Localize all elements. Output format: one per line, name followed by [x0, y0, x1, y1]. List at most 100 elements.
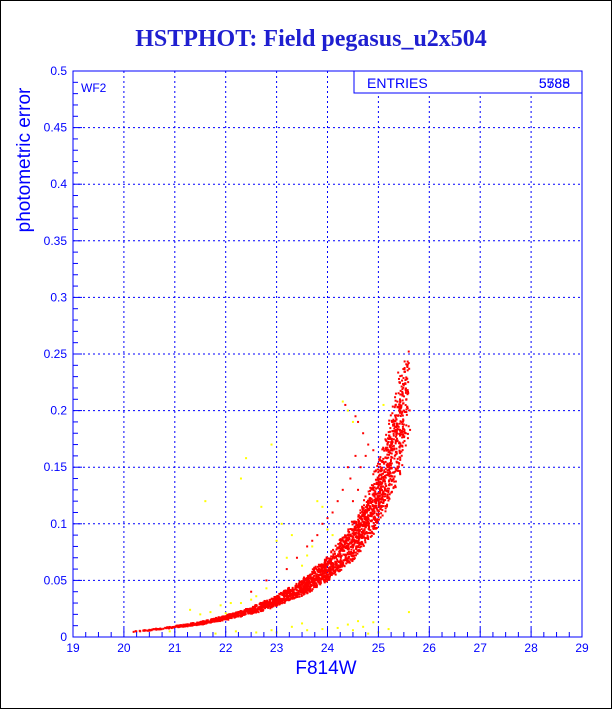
data-point-main [300, 582, 303, 585]
data-point-main [301, 583, 304, 586]
data-point-main [221, 617, 224, 620]
data-point-main [333, 552, 336, 555]
data-point-main [389, 444, 392, 447]
data-point-main [151, 628, 154, 631]
stats-box-value-2: 5788 [539, 75, 570, 91]
data-point-main [348, 530, 351, 533]
data-point-main [291, 586, 294, 589]
data-point-main [346, 534, 349, 537]
data-point-main [402, 423, 405, 426]
data-point-main [380, 489, 383, 492]
tick-label-y: 0.05 [44, 573, 68, 587]
data-point-main [376, 486, 379, 489]
data-point-main [316, 568, 319, 571]
data-point-main [304, 579, 307, 582]
data-point-main [323, 581, 326, 584]
data-point-main [356, 549, 359, 552]
data-point-main [374, 493, 377, 496]
data-point-main [378, 505, 381, 508]
data-point-main [274, 604, 277, 607]
data-point-main [378, 463, 381, 466]
y-axis-label: photometric error [14, 87, 35, 232]
data-point-main [402, 402, 405, 405]
data-point-main [386, 474, 389, 477]
data-point-main [379, 470, 382, 473]
data-point-main [362, 432, 365, 435]
data-point-main [405, 398, 408, 401]
data-point-main [223, 616, 226, 619]
data-point-main [321, 569, 324, 572]
data-point-main [367, 443, 370, 446]
data-point-main [156, 627, 159, 630]
data-point-main [346, 551, 349, 554]
data-point-main [393, 447, 396, 450]
data-point-main [352, 544, 355, 547]
data-point-main [249, 607, 252, 610]
data-point-main [265, 579, 268, 582]
tick-label-x: 23 [270, 641, 284, 655]
data-point-main [233, 614, 236, 617]
data-point-main [339, 548, 342, 551]
data-point-main [367, 490, 370, 493]
data-point-main [278, 599, 281, 602]
data-point-main [239, 615, 242, 618]
data-point-main [369, 535, 372, 538]
data-point-main [183, 625, 186, 628]
data-point-main [205, 620, 208, 623]
data-point-main [406, 365, 409, 368]
data-point-main [390, 438, 393, 441]
data-point-main [326, 573, 329, 576]
data-point-main [378, 459, 381, 462]
data-point-main [298, 582, 301, 585]
data-point-main [350, 520, 353, 523]
data-point-main [370, 484, 373, 487]
data-point-main [269, 607, 272, 610]
data-point-main [372, 473, 375, 476]
data-point-main [375, 493, 378, 496]
data-point-main [395, 437, 398, 440]
data-point-main [307, 583, 310, 586]
data-point-main [300, 594, 303, 597]
data-point-main [397, 462, 400, 465]
tick-label-y: 0.5 [50, 64, 67, 78]
data-point-main [394, 404, 397, 407]
data-point-main [388, 434, 391, 437]
data-point-main [191, 624, 194, 627]
data-point-main [310, 589, 313, 592]
data-point-main [391, 412, 394, 415]
data-point-main [399, 452, 402, 455]
stats-box-label: ENTRIES [367, 75, 428, 91]
data-point-main [270, 606, 273, 609]
data-point-main [357, 529, 360, 532]
data-point-main [155, 627, 158, 630]
data-point-main [255, 611, 258, 614]
data-point-main [334, 560, 337, 563]
data-point-main [377, 514, 380, 517]
data-point-main [369, 497, 372, 500]
data-point-main [310, 573, 313, 576]
data-point-main [366, 532, 369, 535]
data-point-main [386, 495, 389, 498]
tick-label-y: 0 [60, 630, 67, 644]
data-point-main [383, 480, 386, 483]
data-point-main [359, 524, 362, 527]
data-point-main [400, 450, 403, 453]
data-point-main [406, 432, 409, 435]
data-point-main [371, 510, 374, 513]
data-point-main [349, 535, 352, 538]
data-point-main [321, 571, 324, 574]
data-point-main [391, 405, 394, 408]
data-point-main [234, 615, 237, 618]
data-point-main [395, 418, 398, 421]
data-point-main [239, 614, 242, 617]
data-point-main [376, 468, 379, 471]
data-point-main [401, 394, 404, 397]
data-point-main [354, 531, 357, 534]
data-point-main [305, 582, 308, 585]
data-point-main [364, 515, 367, 518]
data-point-main [350, 542, 353, 545]
data-point-main [387, 491, 390, 494]
data-point-main [345, 536, 348, 539]
data-point-main [348, 542, 351, 545]
data-point-main [315, 579, 318, 582]
